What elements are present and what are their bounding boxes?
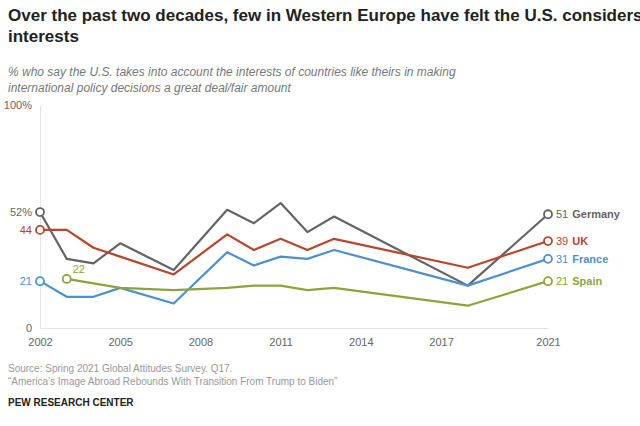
end-point bbox=[544, 277, 552, 285]
source: Source: Spring 2021 Global Attitudes Sur… bbox=[8, 363, 232, 374]
series-line bbox=[40, 203, 548, 286]
y-tick-label: 0 bbox=[26, 322, 32, 334]
end-point bbox=[544, 210, 552, 218]
x-tick-label: 2005 bbox=[108, 336, 132, 348]
series-name: Germany bbox=[572, 208, 621, 220]
value-label: 31 bbox=[556, 253, 568, 265]
x-tick-label: 2011 bbox=[269, 336, 293, 348]
end-label: 39 UK bbox=[556, 235, 588, 247]
series-name: UK bbox=[572, 235, 588, 247]
x-tick: 2002 bbox=[28, 328, 52, 348]
y-axis: 0 100% bbox=[4, 99, 41, 334]
value-label: 22 bbox=[73, 263, 85, 275]
end-label: 21 Spain bbox=[556, 275, 602, 287]
end-point bbox=[36, 277, 44, 285]
x-axis: 2002 2005 2008 2011 2014 2017 2021 bbox=[28, 328, 560, 348]
series-line bbox=[40, 250, 548, 304]
x-tick-label: 2021 bbox=[536, 336, 560, 348]
x-tick: 2011 bbox=[269, 328, 293, 348]
value-label: 52% bbox=[10, 206, 32, 218]
chart: Over the past two decades, few in Wester… bbox=[0, 0, 640, 426]
x-tick: 2017 bbox=[429, 328, 453, 348]
series-name: Spain bbox=[572, 275, 602, 287]
credit: PEW RESEARCH CENTER bbox=[8, 397, 134, 408]
y-tick: 100% bbox=[4, 99, 40, 111]
end-label: 51 Germany bbox=[556, 208, 621, 220]
subtitle: % who say the U.S. takes into account th… bbox=[8, 65, 456, 95]
end-point bbox=[544, 237, 552, 245]
x-tick: 2021 bbox=[536, 328, 560, 348]
value-label: 21 bbox=[556, 275, 568, 287]
y-axis-line bbox=[40, 106, 41, 329]
x-tick-label: 2002 bbox=[28, 336, 52, 348]
x-axis-line bbox=[41, 328, 549, 329]
series-line bbox=[40, 230, 548, 275]
value-label: 21 bbox=[20, 275, 32, 287]
source: “America’s Image Abroad Rebounds With Tr… bbox=[8, 376, 337, 387]
y-tick: 0 bbox=[26, 322, 40, 334]
value-label: 39 bbox=[556, 235, 568, 247]
series-name: France bbox=[572, 253, 608, 265]
y-tick-label: 100% bbox=[4, 99, 32, 111]
end-label: 31 France bbox=[556, 253, 608, 265]
end-point bbox=[544, 255, 552, 263]
series-line bbox=[67, 279, 548, 306]
x-tick-label: 2008 bbox=[189, 336, 213, 348]
title: Over the past two decades, few in Wester… bbox=[8, 6, 640, 46]
data-labels: 52% 51 Germany 44 39 UK 21 31 France 22 21 Spain bbox=[10, 206, 621, 287]
value-label: 51 bbox=[556, 208, 568, 220]
value-label: 44 bbox=[20, 224, 32, 236]
x-tick: 2008 bbox=[189, 328, 213, 348]
plot-marks bbox=[36, 203, 552, 306]
end-point bbox=[36, 226, 44, 234]
x-tick-label: 2017 bbox=[429, 336, 453, 348]
end-point bbox=[63, 275, 71, 283]
x-tick: 2005 bbox=[108, 328, 132, 348]
x-tick-label: 2014 bbox=[349, 336, 373, 348]
end-point bbox=[36, 208, 44, 216]
x-tick: 2014 bbox=[349, 328, 373, 348]
